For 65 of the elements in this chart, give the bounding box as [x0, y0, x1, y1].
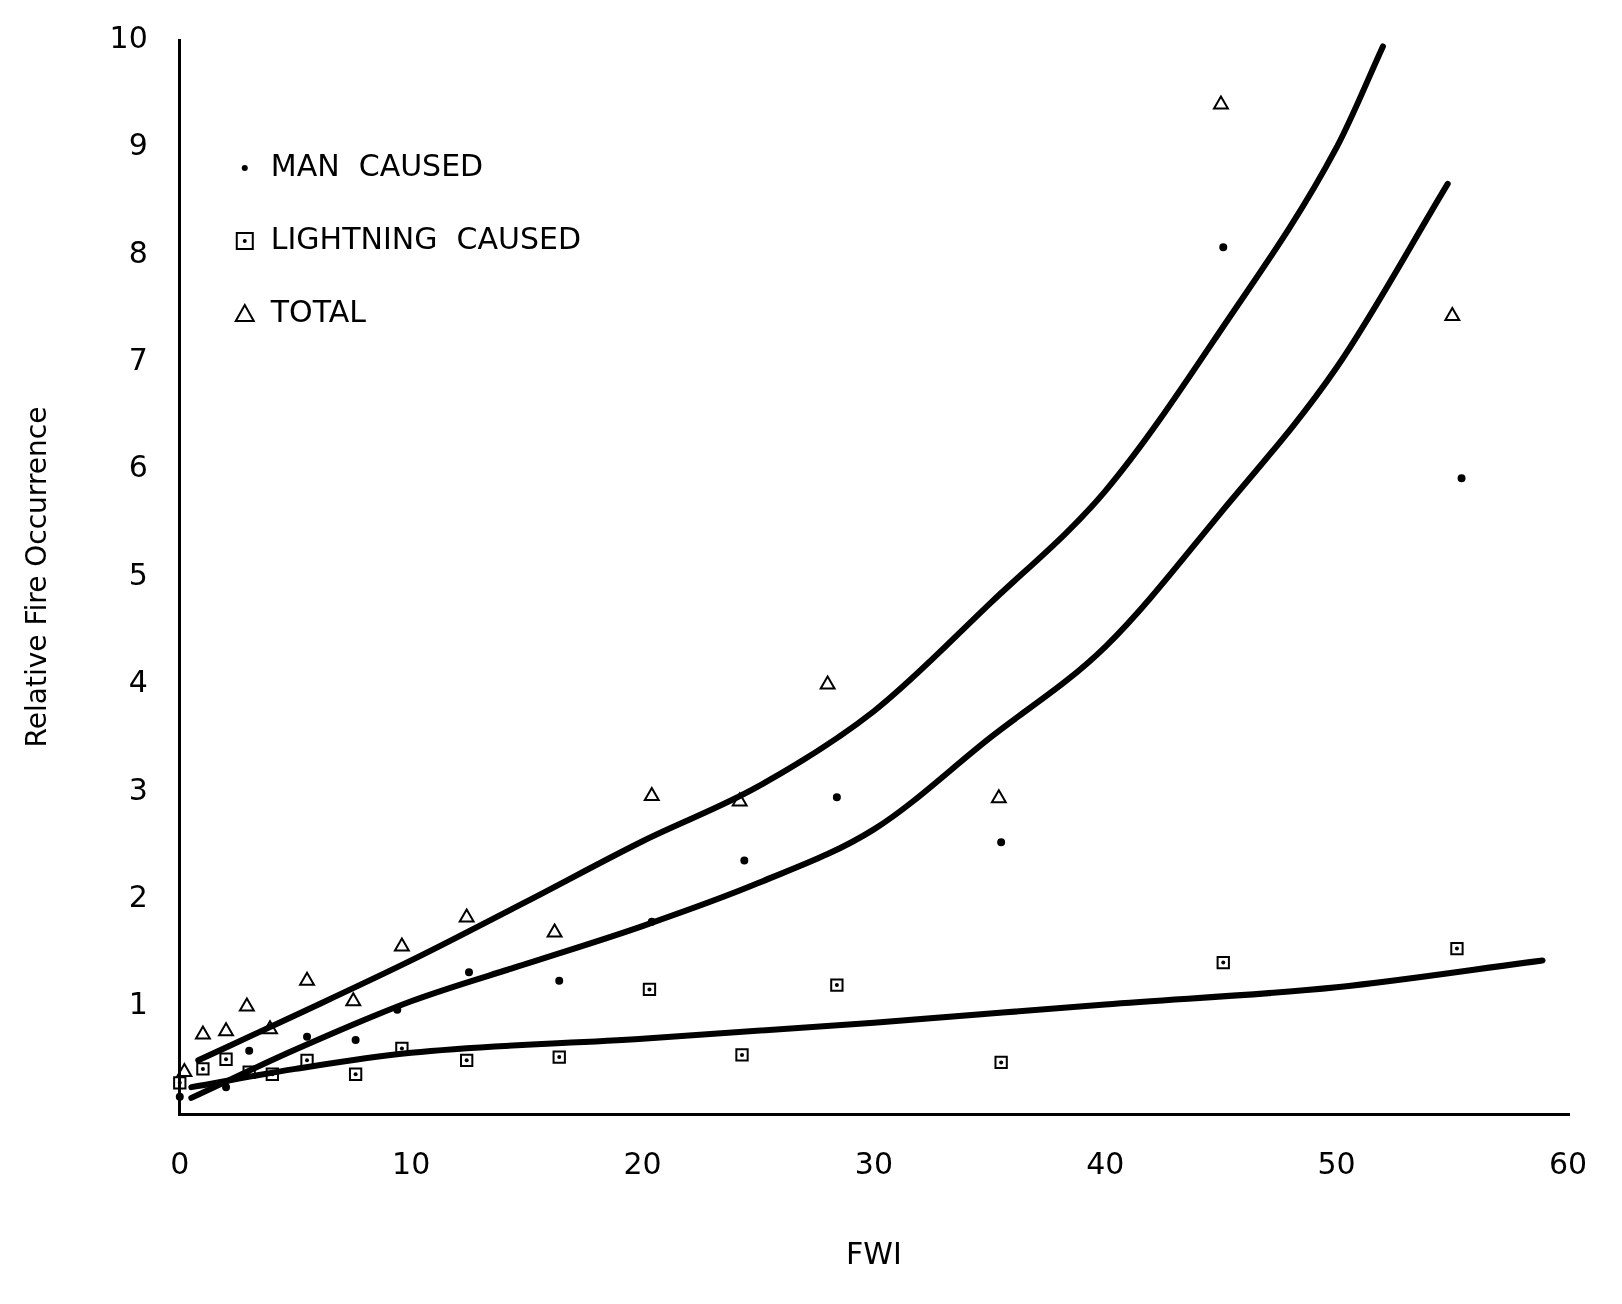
y-tick-label: 7: [128, 342, 148, 377]
y-tick-label: 10: [109, 19, 148, 55]
point: [393, 937, 410, 952]
point: [1457, 474, 1466, 483]
point: [464, 968, 473, 977]
point: [552, 1050, 566, 1064]
point: [299, 971, 315, 986]
point: [345, 992, 362, 1007]
point: [1219, 243, 1228, 252]
y-tick-label: 2: [128, 879, 148, 914]
point: [546, 923, 563, 938]
point: [262, 1020, 278, 1035]
point: [219, 1052, 233, 1066]
point: [238, 997, 255, 1012]
point: [1444, 307, 1461, 322]
point: [194, 1025, 211, 1040]
legend-label: MAN CAUSED: [270, 147, 484, 183]
point: [196, 1062, 210, 1076]
point: [990, 789, 1007, 804]
point: [555, 976, 564, 985]
point: [218, 1022, 234, 1037]
point: [1450, 941, 1464, 956]
point: [348, 1067, 363, 1081]
x-axis-title: FWI: [846, 1235, 902, 1271]
y-tick-label: 8: [128, 234, 148, 270]
point: [460, 1053, 474, 1067]
x-tick-label: 10: [392, 1145, 431, 1181]
point: [351, 1035, 360, 1044]
x-tick-label: 50: [1317, 1145, 1356, 1181]
x-tick-label: 60: [1548, 1145, 1588, 1181]
point: [735, 1048, 749, 1062]
point: [830, 978, 844, 992]
x-tick-label: 40: [1086, 1145, 1125, 1181]
point: [175, 1092, 184, 1101]
point: [994, 1055, 1008, 1070]
point: [997, 838, 1006, 847]
y-axis-title: Relative Fire Occurrence: [20, 406, 54, 748]
y-tick-label: 5: [128, 556, 148, 592]
point: [819, 675, 836, 690]
point: [740, 856, 749, 865]
point: [832, 793, 841, 802]
x-tick-label: 0: [170, 1145, 190, 1181]
point: [173, 1076, 187, 1090]
y-tick-label: 1: [128, 986, 148, 1022]
x-tick-label: 20: [623, 1145, 662, 1181]
point: [303, 1032, 312, 1041]
y-tick-label: 3: [128, 771, 148, 807]
point: [731, 792, 748, 807]
y-tick-label: 4: [128, 664, 148, 700]
point: [222, 1083, 231, 1092]
point: [1213, 95, 1229, 110]
point: [1216, 955, 1230, 970]
legend-label: TOTAL: [269, 293, 367, 329]
point: [458, 908, 475, 923]
point: [647, 917, 656, 926]
y-tick-label: 6: [128, 449, 148, 485]
point: [265, 1067, 279, 1081]
point: [245, 1046, 254, 1055]
point: [176, 1063, 193, 1078]
y-tick-label: 9: [128, 127, 148, 163]
point: [300, 1053, 314, 1067]
x-tick-label: 30: [854, 1145, 893, 1181]
point: [642, 982, 657, 997]
point: [643, 787, 660, 802]
legend-label: LIGHTNING CAUSED: [270, 220, 582, 256]
